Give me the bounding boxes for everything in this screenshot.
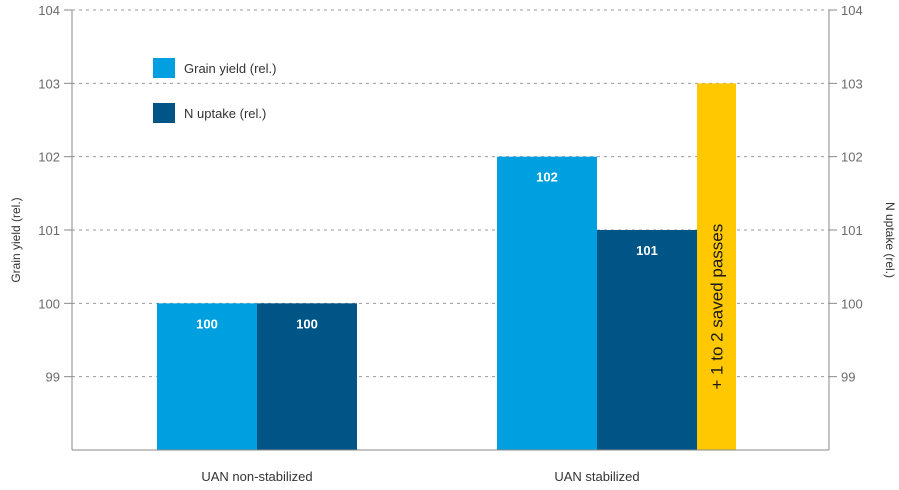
legend-label: Grain yield (rel.) [184, 61, 276, 76]
legend-swatch [153, 103, 175, 123]
category-label: UAN non-stabilized [201, 469, 312, 484]
bar-value-label: 102 [536, 170, 558, 185]
bar-value-label: 100 [196, 316, 218, 331]
bar [597, 230, 697, 450]
y-axis-label-right: N uptake (rel.) [883, 202, 897, 278]
category-labels: UAN non-stabilized UAN stabilized [201, 469, 639, 484]
y-tick-label-right: 102 [841, 150, 863, 165]
y-tick-label-right: 104 [841, 3, 863, 18]
bar [257, 303, 357, 450]
legend-label: N uptake (rel.) [184, 106, 266, 121]
y-tick-label-right: 100 [841, 296, 863, 311]
bar [157, 303, 257, 450]
legend: Grain yield (rel.) N uptake (rel.) [153, 58, 276, 123]
category-label: UAN stabilized [554, 469, 639, 484]
y-tick-label-left: 100 [38, 296, 60, 311]
legend-swatch [153, 58, 175, 78]
saved-passes-label: + 1 to 2 saved passes [708, 224, 727, 390]
bar [497, 156, 597, 450]
y-tick-label-left: 102 [38, 150, 60, 165]
y-tick-label-left: 104 [38, 3, 60, 18]
y-tick-label-right: 101 [841, 223, 863, 238]
y-tick-label-right: 103 [841, 76, 863, 91]
left-tick-labels: 99 100 101 102 103 104 [38, 3, 60, 385]
y-tick-label-left: 103 [38, 76, 60, 91]
y-tick-label-left: 99 [46, 370, 60, 385]
right-tick-labels: 99 100 101 102 103 104 [841, 3, 863, 385]
bars: 100 100 102 101 + 1 to 2 saved passes [157, 83, 736, 450]
bar-value-label: 100 [296, 316, 318, 331]
axes [71, 10, 830, 451]
saved-passes-bar [697, 83, 736, 450]
y-axis-label-left: Grain yield (rel.) [9, 197, 23, 282]
bar-value-label: 101 [636, 243, 658, 258]
y-tick-label-left: 101 [38, 223, 60, 238]
y-tick-label-right: 99 [841, 370, 855, 385]
